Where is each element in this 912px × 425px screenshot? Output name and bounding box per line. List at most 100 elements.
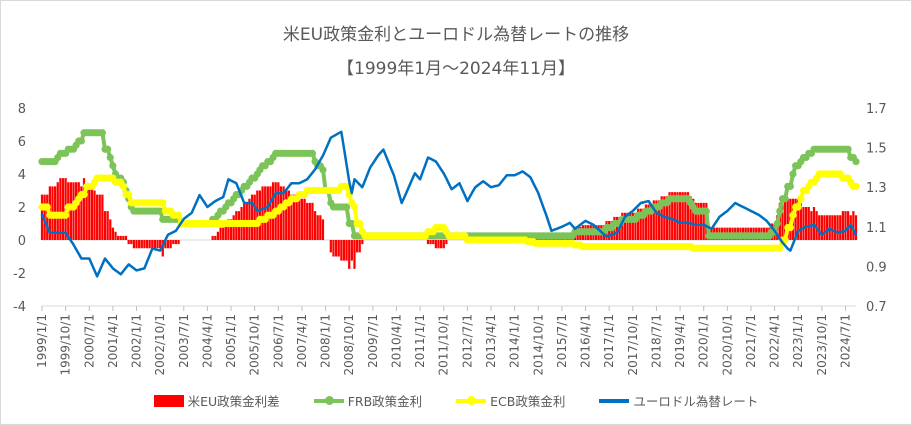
legend-swatch [456, 395, 487, 405]
ecb-marker [342, 182, 351, 190]
spread-bar [849, 215, 852, 240]
spread-bar [660, 196, 663, 240]
spread-bar [311, 202, 314, 240]
x-axis-tick-label: 2020/1/1 [697, 314, 711, 368]
spread-bar [820, 215, 823, 240]
spread-bar [815, 211, 818, 240]
spread-bar [145, 240, 149, 249]
spread-bar [127, 240, 130, 245]
spread-bar [169, 240, 172, 249]
spread-bar [287, 190, 290, 240]
spread-bar [69, 182, 72, 240]
x-axis-tick-label: 2008/1/1 [319, 314, 333, 368]
spread-bar [684, 192, 687, 240]
frb-marker [342, 203, 351, 211]
spread-bar [681, 192, 684, 240]
spread-bar [852, 211, 855, 240]
x-axis-tick-label: 2023/10/1 [815, 314, 829, 376]
left-axis-tick-label: 6 [18, 135, 26, 150]
legend-swatch [599, 398, 630, 403]
spread-bar [818, 215, 821, 240]
right-axis-tick-label: 0.7 [866, 300, 887, 315]
spread-bar [303, 198, 306, 240]
ecb-marker [159, 199, 167, 207]
spread-bar [440, 240, 443, 249]
frb-marker [98, 129, 106, 137]
spread-bar [111, 227, 115, 240]
legend-label: FRB政策金利 [347, 394, 423, 409]
spread-bar [634, 212, 637, 240]
right-axis-tick-label: 1.1 [866, 221, 887, 236]
spread-bar [258, 190, 262, 240]
ecb-marker [789, 211, 797, 219]
eurusd-line [40, 130, 858, 278]
spread-bar [799, 202, 802, 240]
legend-label: 米EU政策金利差 [187, 394, 280, 409]
ecb-marker [797, 195, 805, 203]
legend-item-ecb: ECB政策金利 [456, 391, 565, 410]
frb-marker [781, 195, 789, 203]
x-axis-tick-label: 2020/10/1 [720, 314, 734, 376]
frb-marker [852, 158, 860, 166]
left-axis-tick-label: 2 [18, 201, 26, 216]
spread-bar [166, 240, 170, 249]
spread-bar [626, 212, 629, 240]
spread-bar [232, 215, 235, 240]
spread-bar [678, 192, 682, 240]
spread-bar [639, 208, 642, 240]
spread-bar [797, 198, 800, 240]
spread-bar [101, 194, 104, 240]
ecb-marker [125, 191, 133, 199]
spread-bar [831, 215, 834, 240]
spread-bar [692, 198, 695, 240]
spread-bar [655, 200, 658, 240]
right-axis-tick-label: 1.7 [866, 102, 887, 117]
frb-marker [156, 207, 164, 215]
spread-bar [159, 240, 162, 249]
spread-bar [833, 215, 837, 240]
x-axis-tick-label: 2021/7/1 [744, 314, 758, 368]
x-axis-tick-label: 2005/10/1 [248, 314, 262, 376]
spread-bar [631, 212, 634, 240]
spread-bar [96, 194, 99, 240]
spread-bar [697, 202, 700, 240]
spread-bar [699, 202, 703, 240]
spread-bar [61, 178, 65, 240]
spread-bar [689, 196, 692, 240]
legend-item-spread: 米EU政策金利差 [153, 391, 280, 410]
spread-bar [98, 194, 101, 240]
spread-bar [621, 212, 624, 240]
spread-bar [647, 204, 650, 240]
ecb-marker [786, 224, 794, 232]
spread-bar [216, 231, 220, 240]
frb-marker [773, 219, 781, 228]
spread-bar [82, 178, 86, 240]
spread-bar [140, 240, 143, 249]
spread-bar [340, 240, 343, 261]
spread-bar [256, 190, 259, 240]
spread-bar [300, 198, 304, 240]
spread-bar [135, 240, 138, 249]
spread-bar [250, 194, 254, 240]
spread-bar [804, 207, 808, 240]
x-axis-tick-label: 1999/10/1 [59, 314, 73, 376]
frb-marker [109, 162, 117, 170]
spread-bar [786, 198, 789, 240]
spread-bar [445, 240, 448, 245]
spread-bar [90, 186, 94, 240]
frb-marker [106, 153, 114, 162]
spread-bar [783, 198, 787, 240]
x-axis-tick-label: 2011/10/1 [437, 314, 451, 376]
ecb-marker [776, 244, 784, 252]
spread-bar [161, 240, 164, 257]
spread-bar [151, 240, 154, 249]
spread-bar [56, 182, 59, 240]
spread-bar [119, 235, 122, 240]
left-axis-tick-label: 8 [18, 102, 26, 117]
spread-bar [285, 190, 288, 240]
spread-bar [164, 240, 167, 249]
spread-bar [794, 198, 797, 240]
spread-bar [282, 186, 285, 240]
spread-bar [306, 202, 309, 240]
